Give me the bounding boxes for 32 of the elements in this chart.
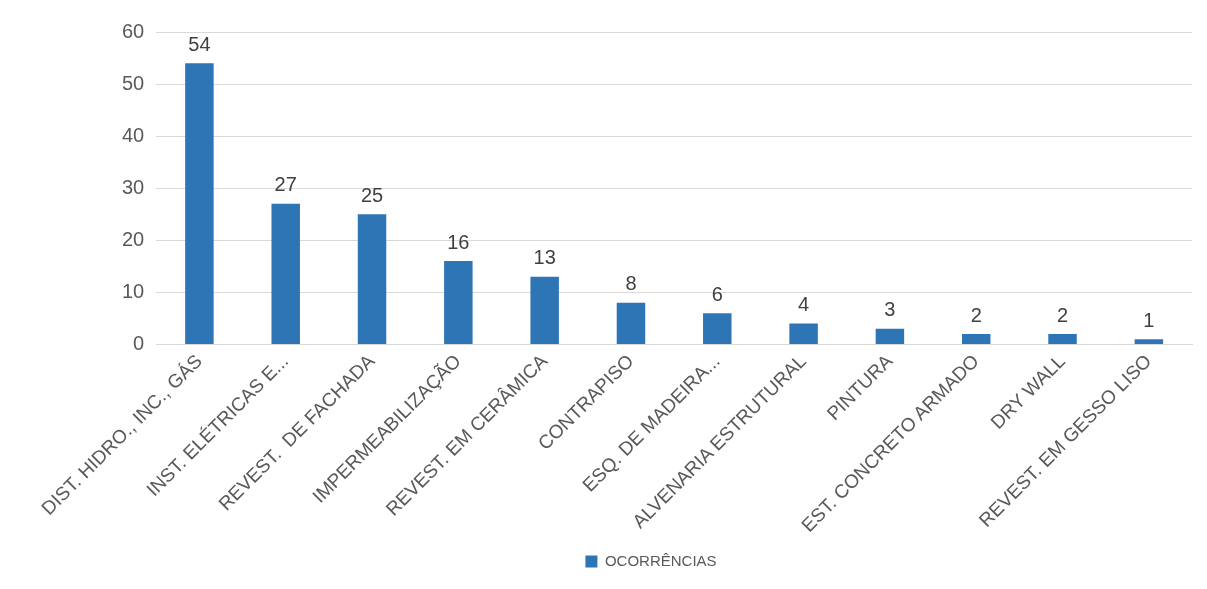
data-label: 54	[188, 32, 211, 55]
data-label: 2	[970, 303, 982, 326]
data-label: 25	[360, 183, 384, 206]
bar	[789, 323, 818, 344]
y-tick-label: 30	[122, 175, 145, 198]
legend-label: OCORRÊNCIAS	[604, 551, 717, 569]
y-tick-label: 0	[133, 331, 145, 354]
y-tick-label: 40	[122, 123, 145, 146]
bar	[530, 276, 559, 344]
data-label: 6	[711, 282, 723, 305]
bar	[271, 203, 300, 344]
bar	[616, 302, 646, 344]
bar	[703, 313, 732, 344]
data-label: 3	[884, 298, 896, 321]
y-tick-label: 50	[122, 71, 145, 94]
data-label: 1	[1143, 308, 1155, 331]
y-tick-label: 60	[122, 19, 145, 42]
data-label: 13	[533, 246, 556, 269]
bar	[185, 63, 214, 344]
data-label: 4	[798, 293, 810, 316]
bar	[357, 214, 387, 344]
bar	[1134, 339, 1164, 344]
data-label: 8	[625, 272, 637, 295]
bar	[444, 261, 473, 344]
y-tick-label: 20	[122, 227, 145, 250]
data-label: 16	[447, 230, 470, 253]
bar	[961, 334, 991, 344]
y-tick-label: 10	[122, 279, 145, 302]
data-label: 27	[274, 173, 297, 196]
data-label: 2	[1056, 303, 1069, 326]
bar	[875, 328, 905, 344]
bar	[1048, 334, 1077, 344]
